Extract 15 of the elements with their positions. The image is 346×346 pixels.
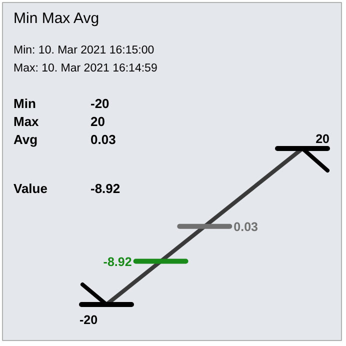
data-label: -20	[90, 96, 110, 111]
data-label: 20	[90, 114, 105, 129]
category-label: Min	[14, 96, 36, 111]
text: 20	[316, 132, 330, 146]
text: Max: 10. Mar 2021 16:14:59	[14, 62, 158, 74]
data-label: 0.03	[90, 132, 116, 147]
text: Min: 10. Mar 2021 16:15:00	[14, 44, 154, 56]
category-label: Avg	[14, 132, 38, 147]
category-label: Value	[14, 181, 48, 196]
category-label: Max	[14, 114, 40, 129]
text: Min Max Avg	[14, 10, 100, 27]
text: -20	[80, 313, 98, 327]
data-label: -8.92	[90, 181, 120, 196]
text: 0.03	[234, 220, 258, 234]
text: -8.92	[103, 254, 132, 269]
